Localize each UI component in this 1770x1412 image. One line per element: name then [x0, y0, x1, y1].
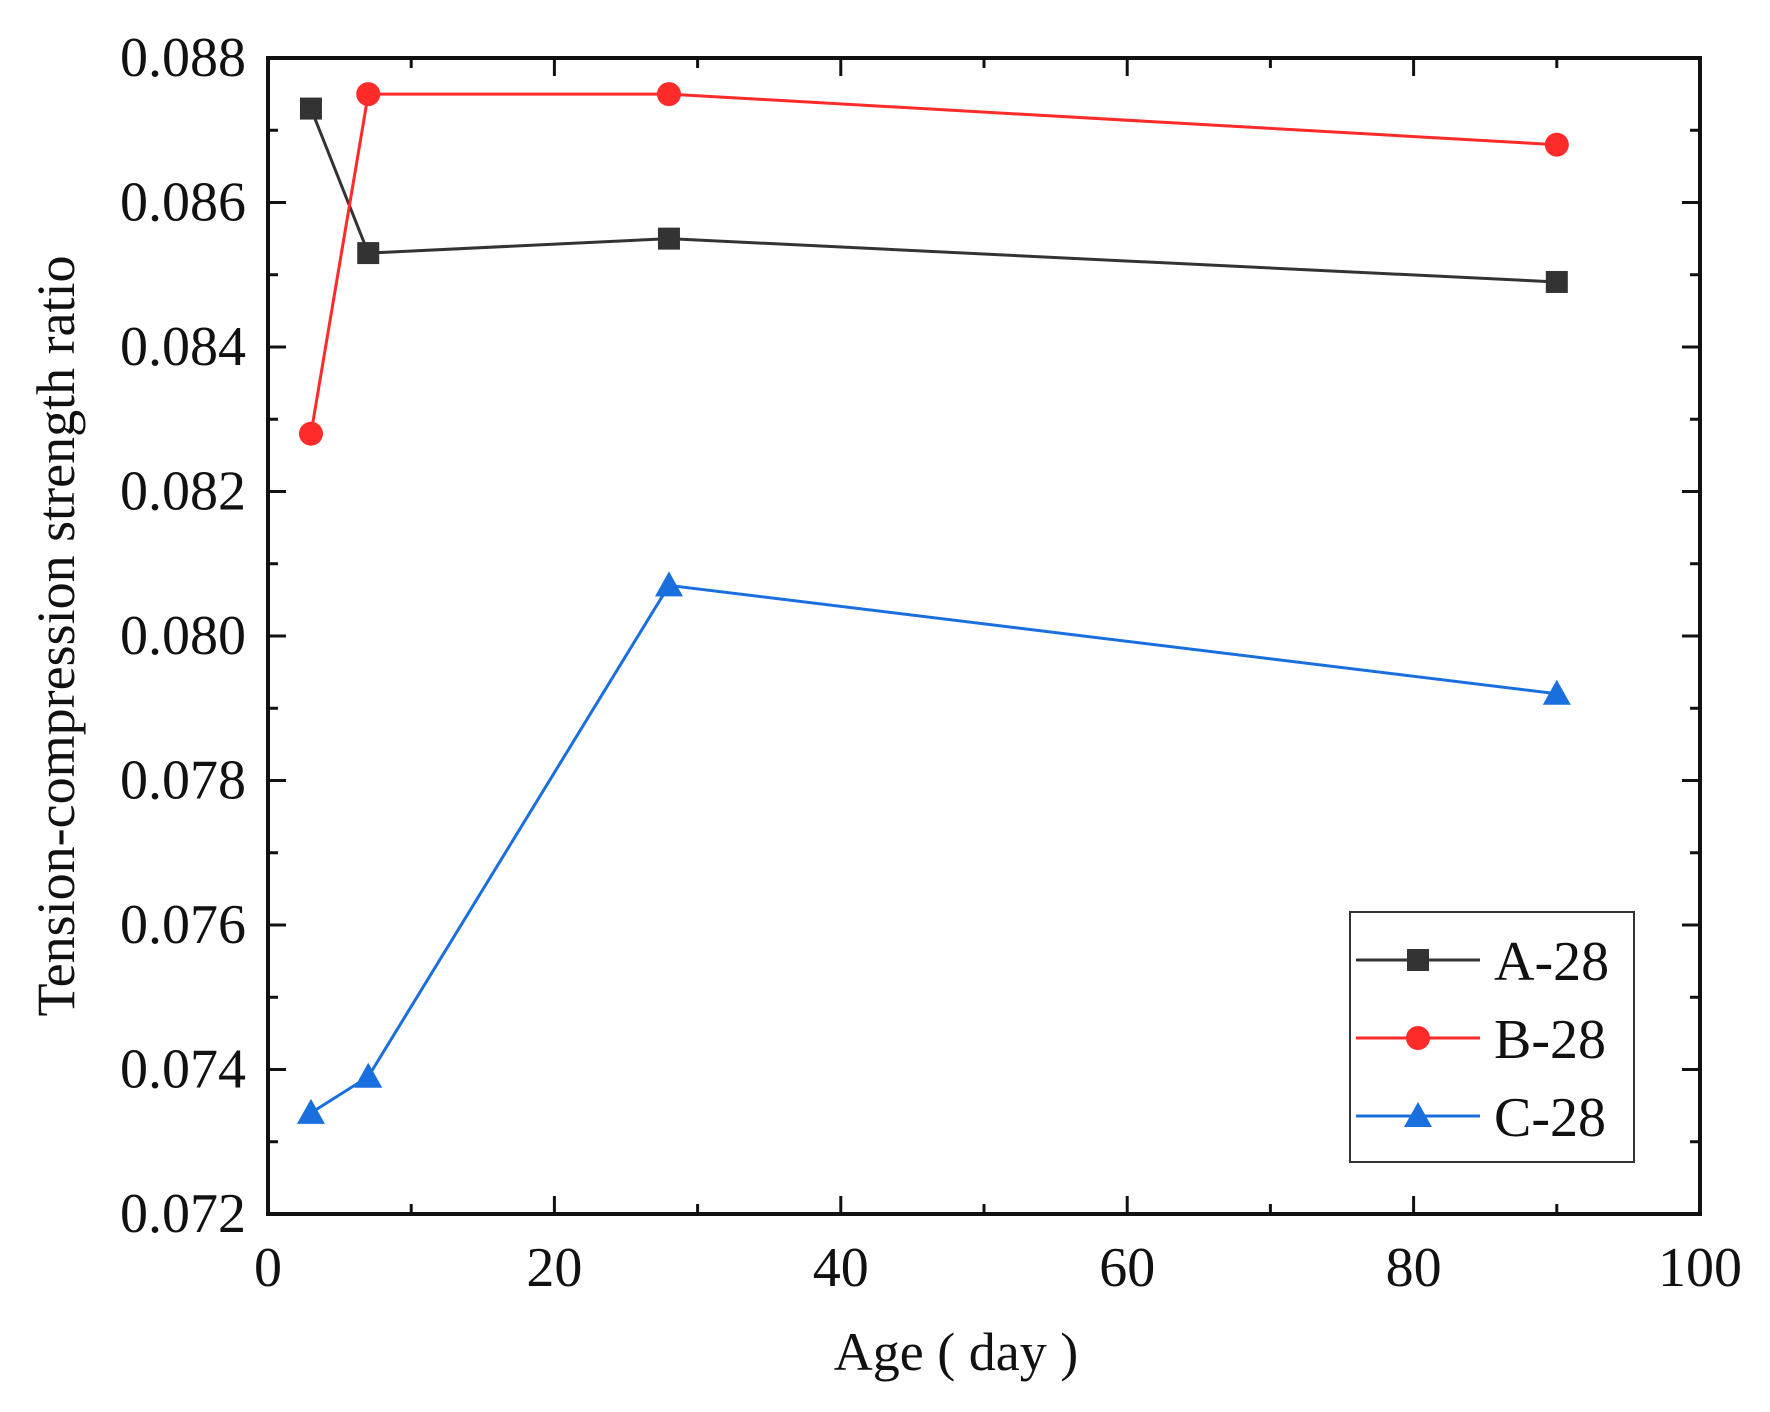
data-point-A-28 [357, 242, 380, 265]
data-point-A-28 [657, 227, 680, 250]
y-tick-labels: 0.072 0.074 0.076 0.078 0.080 0.082 0.084 0.086… [120, 27, 246, 1245]
y-tick-label: 0.074 [120, 1039, 246, 1101]
y-tick-label: 0.084 [120, 316, 246, 378]
data-point-C-28 [654, 571, 683, 597]
legend-entry-A-28: A-28 [1356, 931, 1609, 993]
series-A-28 [299, 97, 1568, 293]
legend-label: A-28 [1494, 931, 1609, 993]
data-point-C-28 [354, 1062, 383, 1088]
legend-marker [1407, 949, 1429, 971]
x-tick-label: 60 [1099, 1237, 1155, 1299]
y-tick-label: 0.072 [120, 1183, 246, 1245]
data-point-A-28 [299, 97, 322, 120]
legend-label: B-28 [1494, 1009, 1606, 1071]
x-tick-label: 100 [1658, 1237, 1742, 1299]
series-line-A-28 [309, 108, 1557, 284]
data-point-A-28 [1545, 270, 1568, 293]
x-tick-label: 40 [813, 1237, 869, 1299]
series-line-C-28 [310, 583, 1557, 1115]
y-tick-label: 0.082 [120, 461, 246, 523]
data-point-B-28 [298, 421, 323, 446]
legend-entry-C-28: C-28 [1356, 1087, 1606, 1149]
plot-frame [266, 56, 1702, 1216]
x-tick-label: 0 [254, 1237, 282, 1299]
y-tick-label: 0.080 [120, 605, 246, 667]
data-point-C-28 [296, 1098, 325, 1124]
series-C-28 [296, 571, 1571, 1124]
data-point-C-28 [1542, 679, 1571, 705]
y-tick-label: 0.086 [120, 172, 246, 234]
legend-entry-B-28: B-28 [1356, 1009, 1606, 1071]
y-tick-label: 0.088 [120, 27, 246, 89]
legend-marker [1404, 1102, 1432, 1127]
series-B-28 [298, 82, 1569, 446]
y-tick-label: 0.078 [120, 750, 246, 812]
data-point-B-28 [656, 82, 681, 107]
data-point-B-28 [356, 82, 381, 107]
legend-label: C-28 [1494, 1087, 1606, 1149]
y-tick-label: 0.076 [120, 894, 246, 956]
legend-marker [1406, 1026, 1430, 1050]
y-axis-title: Tension-compression strength ratio [26, 255, 86, 1016]
x-tick-labels: 0 20 40 60 80 100 [254, 1237, 1742, 1299]
x-tick-label: 80 [1386, 1237, 1442, 1299]
series-layer [296, 82, 1571, 1124]
legend: A-28 B-28 C-28 [1349, 911, 1635, 1163]
x-axis-title: Age ( day ) [834, 1322, 1078, 1382]
data-point-B-28 [1544, 132, 1569, 157]
series-line-B-28 [309, 92, 1557, 434]
x-tick-label: 20 [526, 1237, 582, 1299]
